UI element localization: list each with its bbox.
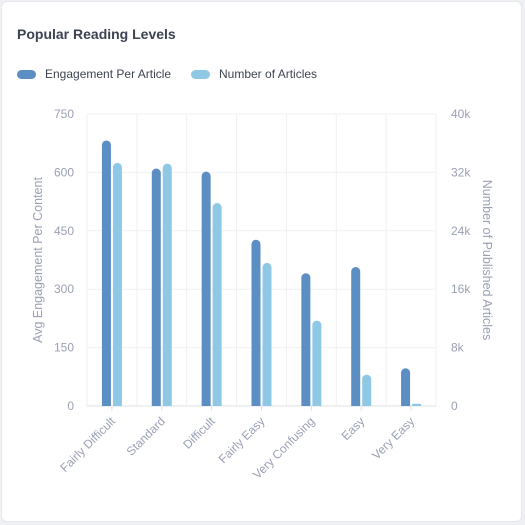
y-tick-label-right: 24k xyxy=(451,224,471,238)
y-tick-label-left: 150 xyxy=(54,341,74,355)
chart-title: Popular Reading Levels xyxy=(17,26,176,42)
legend-swatch-articles xyxy=(191,69,210,79)
bar-articles xyxy=(112,162,122,406)
legend-label-engagement: Engagement Per Article xyxy=(45,67,172,81)
bar-engagement xyxy=(201,171,211,406)
y-tick-label-right: 16k xyxy=(451,282,471,296)
bar-articles xyxy=(362,374,372,406)
y-tick-label-right: 8k xyxy=(451,341,465,355)
y-tick-label-left: 300 xyxy=(54,282,74,296)
x-tick-label: Difficult xyxy=(180,414,218,452)
bar-engagement xyxy=(151,168,161,406)
x-tick-label: Standard xyxy=(124,414,168,458)
bar-engagement xyxy=(401,368,411,406)
x-tick-label: Easy xyxy=(339,414,368,443)
bar-engagement xyxy=(301,273,311,406)
bar-articles xyxy=(212,203,222,406)
bar-articles xyxy=(312,320,322,406)
y-axis-title-right: Number of Published Articles xyxy=(480,180,494,341)
bar-engagement xyxy=(101,140,111,406)
bar-articles xyxy=(412,403,422,406)
y-tick-label-left: 750 xyxy=(54,107,74,121)
x-tick-label: Fairly Difficult xyxy=(57,414,118,475)
legend-label-articles: Number of Articles xyxy=(219,67,318,81)
legend-item-articles[interactable]: Number of Articles xyxy=(191,66,317,82)
y-tick-label-left: 450 xyxy=(54,224,74,238)
bar-articles xyxy=(262,262,272,406)
bar-engagement xyxy=(251,239,261,406)
y-tick-label-right: 0 xyxy=(451,399,458,413)
x-tick-label: Fairly Easy xyxy=(216,414,268,466)
legend-swatch-engagement xyxy=(17,69,36,79)
bar-engagement xyxy=(351,267,361,406)
y-tick-label-right: 32k xyxy=(451,165,471,179)
y-axis-title-left: Avg Engagement Per Content xyxy=(31,177,45,343)
legend-item-engagement[interactable]: Engagement Per Article xyxy=(17,66,171,82)
y-tick-label-left: 0 xyxy=(67,399,74,413)
x-tick-label: Very Easy xyxy=(369,414,417,462)
bar-articles xyxy=(162,163,172,406)
y-tick-label-right: 40k xyxy=(451,107,471,121)
y-tick-label-left: 600 xyxy=(54,165,74,179)
